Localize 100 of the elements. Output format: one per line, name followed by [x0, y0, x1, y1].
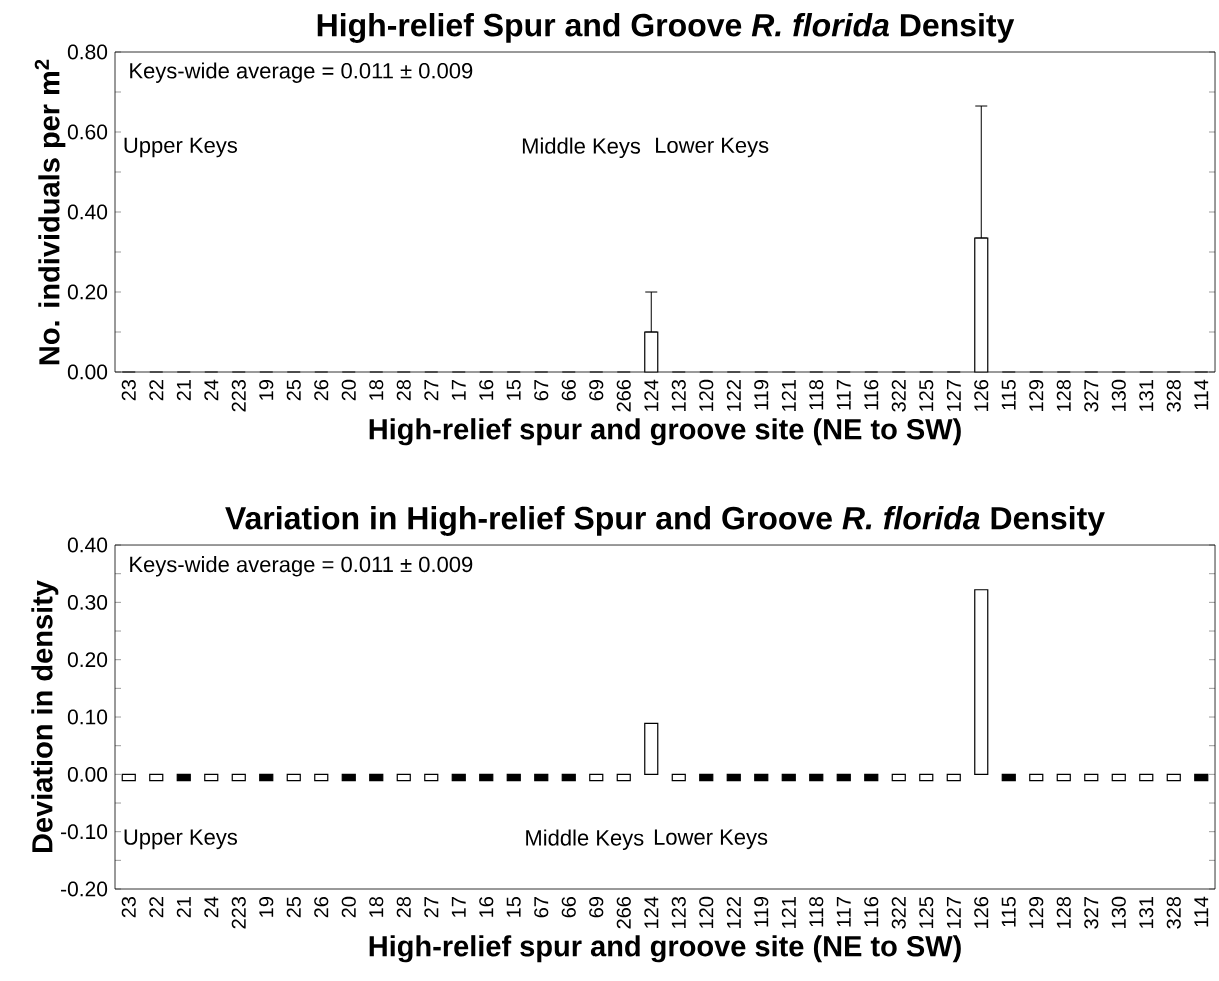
y-tick-label: 0.40: [67, 537, 108, 553]
x-tick-label: 128: [1056, 379, 1071, 411]
bar: [1166, 773, 1181, 782]
y-tick-label: 0.60: [67, 124, 108, 140]
x-tick-label: 69: [589, 897, 604, 918]
x-tick-label: 25: [286, 896, 301, 918]
annotation: Upper Keys: [124, 829, 238, 850]
x-tick-label: 16: [479, 379, 494, 400]
bar: [479, 773, 494, 782]
x-tick-label: 322: [891, 897, 906, 929]
bar: [369, 773, 384, 782]
x-tick-label: 119: [754, 897, 769, 927]
x-axis-title: High-relief spur and groove site (NE to SW): [369, 935, 961, 963]
x-tick-label: 129: [1029, 380, 1044, 411]
bar: [149, 773, 164, 782]
x-tick-label: 17: [451, 380, 466, 400]
y-tick-label: 0.20: [67, 652, 108, 668]
x-tick-label: 18: [369, 379, 384, 400]
bar: [1084, 773, 1099, 782]
bar: [121, 773, 136, 782]
x-tick-label: 67: [534, 380, 549, 401]
x-tick-label: 19: [259, 897, 274, 917]
x-tick-label: 20: [341, 896, 356, 918]
x-tick-label: 27: [424, 897, 439, 918]
x-tick-label: 128: [1056, 896, 1071, 928]
x-tick-label: 25: [286, 379, 301, 401]
y-tick-label: 0.00: [67, 766, 108, 782]
x-tick-label: 322: [891, 380, 906, 412]
x-tick-label: 26: [314, 379, 329, 401]
annotation: Lower Keys: [654, 829, 768, 850]
x-tick-label: 122: [726, 897, 741, 928]
x-tick-label: 116: [864, 379, 879, 410]
x-tick-label: 266: [616, 896, 631, 929]
bar: [616, 773, 631, 782]
x-tick-label: 124: [644, 896, 659, 928]
x-axis-title: High-relief spur and groove site (NE to SW): [369, 418, 961, 446]
x-tick-label: 22: [149, 380, 164, 401]
x-tick-label: 23: [121, 896, 136, 918]
chart-title: High-relief Spur and Groove R. florida Density: [317, 12, 1015, 43]
y-axis-title: No. individuals per m$^{2}$: [34, 59, 66, 365]
bar: [396, 773, 411, 782]
x-tick-label: 120: [699, 896, 714, 928]
x-tick-label: 21: [176, 380, 191, 401]
bar: [891, 773, 906, 782]
annotation: Middle Keys: [526, 829, 644, 850]
y-axis-title: Deviation in density: [31, 580, 59, 853]
y-tick-label: 0.00: [67, 364, 108, 380]
bar: [919, 773, 934, 782]
x-tick-label: 117: [836, 897, 851, 927]
x-tick-label: 19: [259, 380, 274, 400]
x-tick-label: 130: [1111, 379, 1126, 411]
x-tick-label: 120: [699, 379, 714, 411]
chart-title: Variation in High-relief Spur and Groove R. florida Density: [225, 506, 1105, 536]
x-tick-label: 114: [1194, 379, 1209, 410]
bar: [644, 722, 659, 775]
bar: [1029, 773, 1044, 782]
bar: [699, 773, 714, 782]
x-tick-label: 23: [121, 379, 136, 401]
bar: [424, 773, 439, 782]
x-tick-label: 127: [946, 380, 961, 411]
annotation: Keys-wide average = 0.011 ± 0.009: [130, 556, 473, 577]
bar: [781, 773, 796, 782]
x-tick-label: 125: [919, 379, 934, 411]
bar: [836, 773, 851, 782]
bar: [1111, 773, 1126, 782]
annotation: Lower Keys: [656, 137, 769, 158]
x-tick-label: 122: [726, 380, 741, 411]
x-tick-label: 21: [176, 897, 191, 918]
bar: [1139, 773, 1154, 782]
y-tick-label: 0.10: [67, 709, 108, 725]
x-tick-label: 126: [974, 379, 989, 411]
annotation: Upper Keys: [124, 137, 238, 158]
x-tick-label: 20: [341, 379, 356, 401]
x-tick-label: 66: [561, 896, 576, 918]
x-tick-label: 27: [424, 380, 439, 401]
x-tick-label: 115: [1001, 379, 1016, 410]
x-tick-label: 223: [231, 896, 246, 929]
x-tick-label: 123: [671, 896, 686, 928]
bar: [231, 773, 246, 782]
y-tick-label: 0.80: [67, 44, 108, 60]
bar: [1001, 773, 1016, 782]
bar: [451, 773, 466, 782]
bar: [506, 773, 521, 782]
bar: [754, 773, 769, 782]
bar: [314, 773, 329, 782]
x-tick-label: 115: [1001, 896, 1016, 927]
y-tick-label: -0.20: [61, 881, 108, 897]
x-tick-label: 118: [809, 379, 824, 410]
x-tick-label: 130: [1111, 896, 1126, 928]
x-tick-label: 28: [396, 379, 411, 401]
bar: [286, 773, 301, 782]
x-tick-label: 127: [946, 897, 961, 928]
x-tick-label: 118: [809, 896, 824, 927]
x-tick-label: 18: [369, 896, 384, 917]
x-tick-label: 223: [231, 379, 246, 412]
x-tick-label: 328: [1166, 379, 1181, 412]
x-tick-label: 67: [534, 897, 549, 918]
x-tick-label: 22: [149, 897, 164, 918]
bar: [864, 773, 879, 782]
x-tick-label: 24: [204, 896, 219, 918]
